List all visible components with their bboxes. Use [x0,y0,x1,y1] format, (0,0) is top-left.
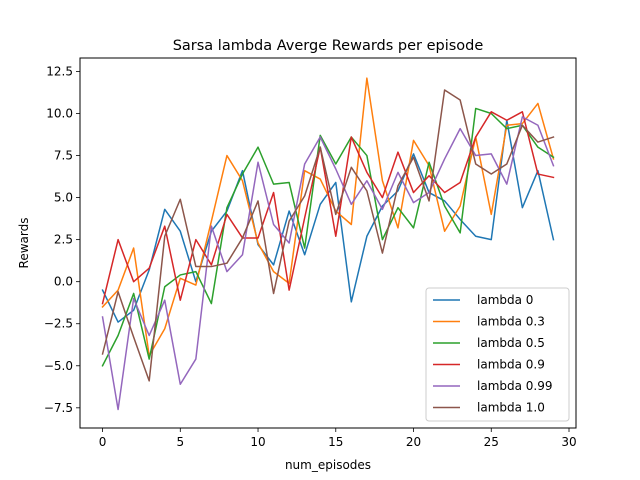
y-axis-label: Rewards [17,218,31,269]
legend: lambda 0 lambda 0.3 lambda 0.5 lambda 0.9 la… [425,287,570,422]
y-tick-label: 10.0 [46,107,73,121]
x-tick-label: 0 [99,435,107,449]
y-tick-label: −7.5 [44,401,73,415]
legend-label-1: lambda 0.3 [477,315,545,329]
legend-label-5: lambda 1.0 [477,401,545,415]
legend-label-2: lambda 0.5 [477,336,545,350]
x-tick-label: 30 [561,435,576,449]
chart-title: Sarsa lambda Averge Rewards per episode [173,38,484,54]
x-tick-label: 20 [406,435,421,449]
legend-label-0: lambda 0 [477,293,533,307]
x-axis: 0 5 10 15 20 25 30 [99,428,577,449]
series-line-5 [101,89,555,382]
y-tick-label: −2.5 [44,317,73,331]
x-axis-label: num_episodes [285,458,371,472]
y-tick-label: 5.0 [54,191,73,205]
y-axis: −7.5 −5.0 −2.5 0.0 2.5 5.0 7.5 10.0 12.5 [44,64,80,415]
y-tick-label: 2.5 [54,233,73,247]
x-tick-label: 25 [484,435,499,449]
y-tick-label: −5.0 [44,359,73,373]
x-tick-label: 15 [328,435,343,449]
y-tick-label: 7.5 [54,149,73,163]
legend-label-3: lambda 0.9 [477,358,545,372]
series-line-3 [101,111,555,305]
series-line-4 [101,116,555,411]
y-tick-label: 12.5 [46,64,73,78]
plot-frame [79,57,577,429]
series-line-2 [101,107,555,367]
legend-box [425,287,570,422]
series-lines [101,77,555,411]
y-tick-label: 0.0 [54,275,73,289]
x-tick-label: 5 [176,435,184,449]
legend-label-4: lambda 0.99 [477,379,553,393]
x-tick-label: 10 [250,435,265,449]
